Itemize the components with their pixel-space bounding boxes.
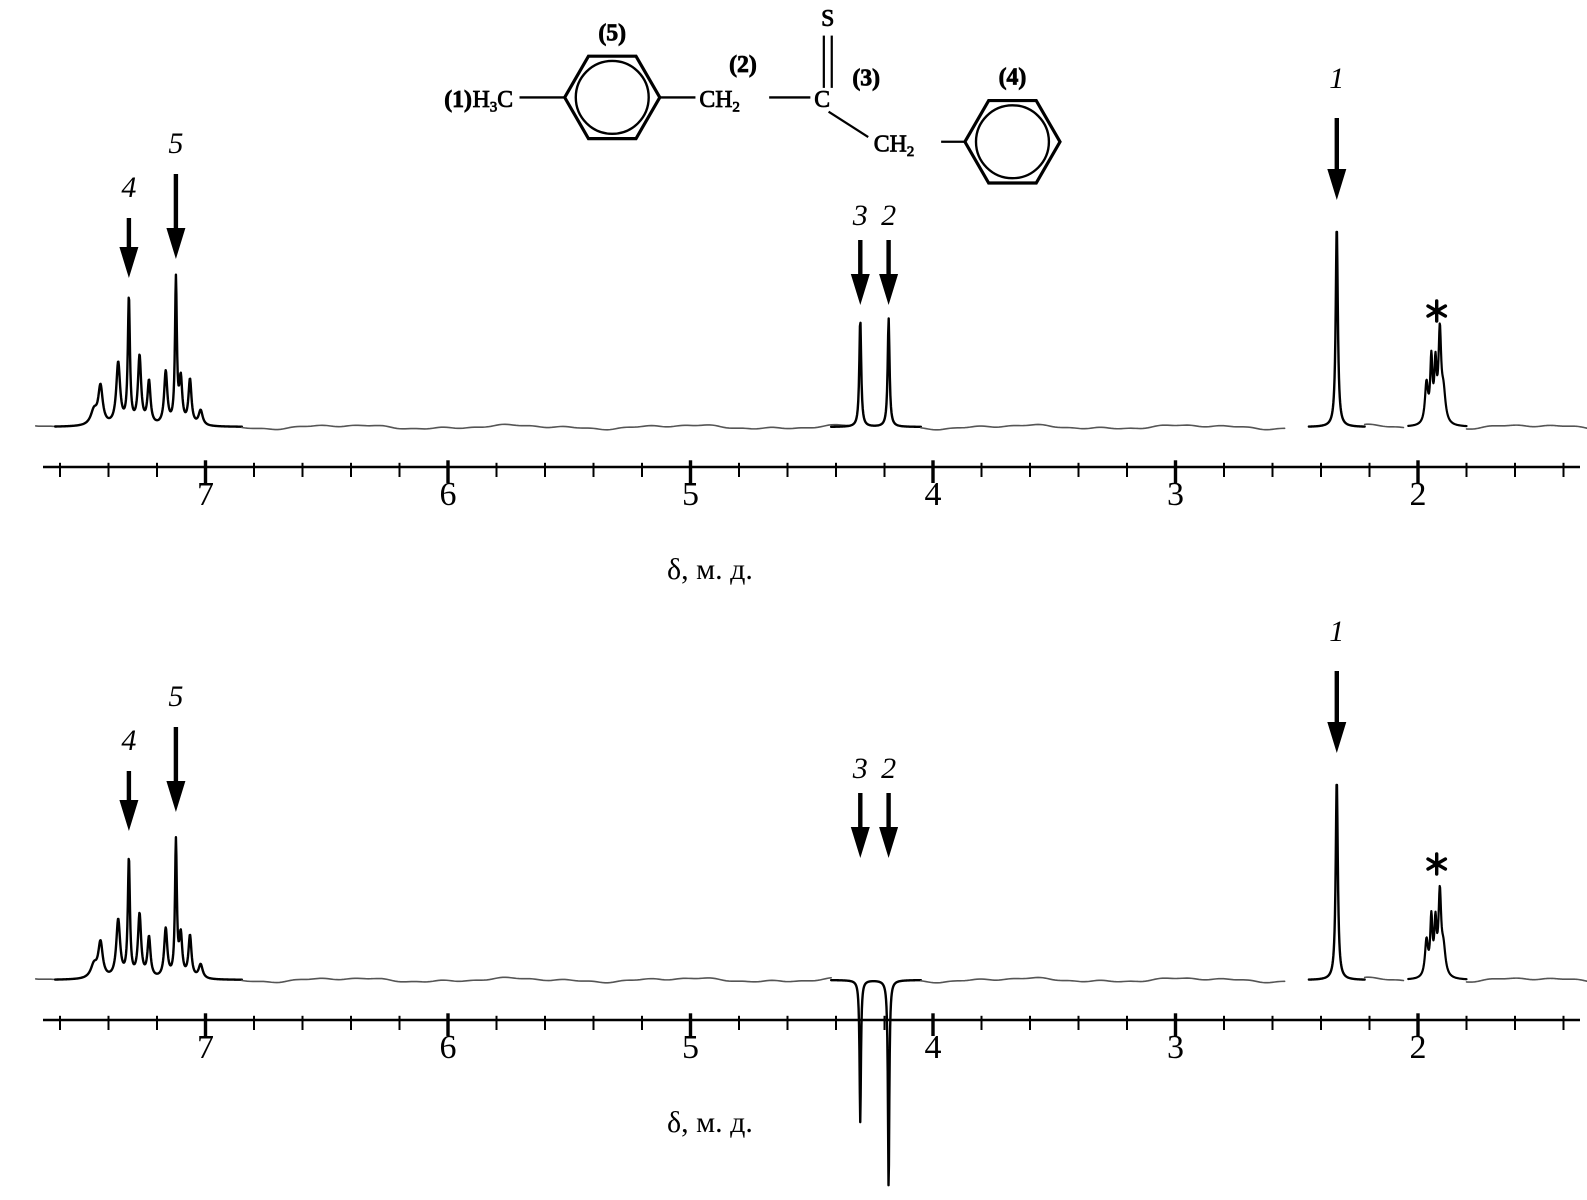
- svg-text:1: 1: [1329, 615, 1344, 648]
- svg-text:3: 3: [1167, 1029, 1184, 1066]
- svg-text:(2): (2): [729, 52, 757, 78]
- svg-text:δ, м. д.: δ, м. д.: [667, 553, 753, 586]
- svg-text:C: C: [814, 87, 830, 113]
- svg-text:5: 5: [682, 1029, 699, 1066]
- svg-text:(3): (3): [852, 66, 880, 92]
- svg-text:3: 3: [852, 199, 868, 232]
- svg-text:3: 3: [852, 752, 868, 785]
- svg-text:6: 6: [440, 1029, 457, 1066]
- svg-text:7: 7: [197, 476, 214, 513]
- svg-text:(5): (5): [598, 20, 626, 46]
- svg-text:4: 4: [925, 1029, 942, 1066]
- svg-text:5: 5: [168, 127, 183, 160]
- svg-text:4: 4: [121, 724, 136, 757]
- svg-text:2: 2: [1410, 476, 1427, 513]
- svg-text:2: 2: [1410, 1029, 1427, 1066]
- svg-text:4: 4: [925, 476, 942, 513]
- svg-text:5: 5: [168, 680, 183, 713]
- svg-text:(1): (1): [444, 87, 472, 113]
- svg-text:5: 5: [682, 476, 699, 513]
- svg-text:7: 7: [197, 1029, 214, 1066]
- svg-text:3: 3: [1167, 476, 1184, 513]
- svg-text:6: 6: [440, 476, 457, 513]
- svg-text:2: 2: [881, 199, 896, 232]
- svg-text:(4): (4): [999, 65, 1027, 91]
- svg-text:4: 4: [121, 171, 136, 204]
- svg-text:2: 2: [881, 752, 896, 785]
- svg-text:1: 1: [1329, 62, 1344, 95]
- svg-text:δ, м. д.: δ, м. д.: [667, 1106, 753, 1139]
- svg-text:S: S: [821, 6, 834, 32]
